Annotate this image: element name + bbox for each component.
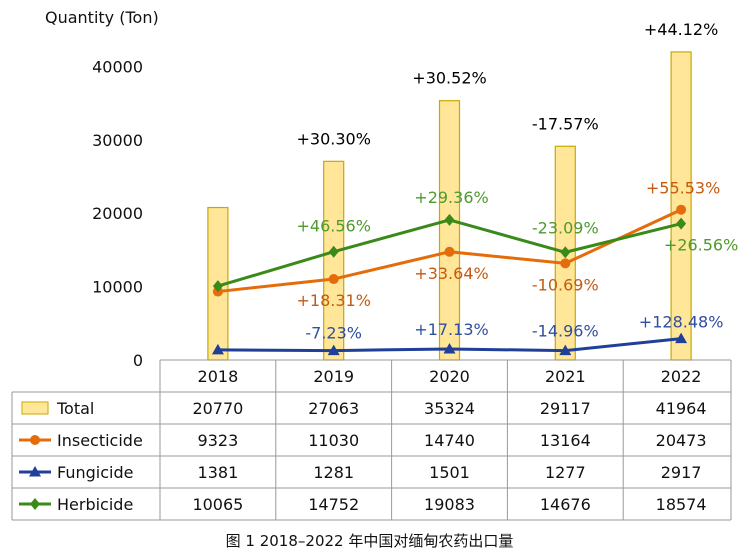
table-cell-total-2019: 27063 [308,399,359,418]
legend-label-total: Total [56,399,94,418]
table-cell-insecticide-2021: 13164 [540,431,591,450]
x-tick-label: 2020 [429,367,470,386]
y-tick-label: 40000 [92,57,143,76]
point-fungicide-2020 [443,342,456,354]
point-insecticide-2022 [676,204,687,215]
table-cell-fungicide-2018: 1381 [198,463,239,482]
growth-label-insecticide-2022: +55.53% [646,179,720,198]
point-herbicide-2021 [560,246,571,259]
table-cell-herbicide-2020: 19083 [424,495,475,514]
growth-label-fungicide-2019: -7.23% [305,324,362,343]
growth-label-total-2022: +44.12% [644,20,718,39]
growth-label-fungicide-2021: -14.96% [532,322,599,341]
table-cell-herbicide-2019: 14752 [308,495,359,514]
growth-label-insecticide-2020: +33.64% [414,264,488,283]
legend-label-fungicide: Fungicide [57,463,133,482]
growth-label-total-2019: +30.30% [296,129,370,148]
point-herbicide-2019 [328,245,339,258]
table-cell-insecticide-2018: 9323 [198,431,239,450]
table-cell-fungicide-2019: 1281 [313,463,354,482]
point-herbicide-2022 [676,217,687,230]
growth-label-fungicide-2020: +17.13% [414,320,488,339]
y-tick-label: 20000 [92,204,143,223]
point-insecticide-2020 [444,246,455,257]
point-herbicide-2020 [444,213,455,226]
growth-label-total-2021: -17.57% [532,114,599,133]
table-cell-fungicide-2022: 2917 [661,463,702,482]
table-cell-insecticide-2022: 20473 [656,431,707,450]
x-tick-label: 2022 [661,367,702,386]
x-tick-label: 2021 [545,367,586,386]
point-fungicide-2022 [675,332,688,344]
legend-marker-insecticide [30,435,40,445]
table-cell-total-2022: 41964 [656,399,707,418]
table-cell-fungicide-2021: 1277 [545,463,586,482]
point-fungicide-2019 [327,344,340,356]
legend-label-insecticide: Insecticide [57,431,143,450]
point-insecticide-2019 [328,274,339,285]
table-cell-herbicide-2021: 14676 [540,495,591,514]
table-cell-herbicide-2022: 18574 [656,495,707,514]
point-fungicide-2021 [559,344,572,356]
y-tick-label: 30000 [92,131,143,150]
y-axis: 0 10000 20000 30000 40000 [92,57,143,370]
growth-label-herbicide-2020: +29.36% [414,188,488,207]
legend-key-total [21,401,49,415]
table-cell-fungicide-2020: 1501 [429,463,470,482]
line-series [211,204,688,356]
table-cell-total-2018: 20770 [192,399,243,418]
x-tick-label: 2019 [313,367,354,386]
table-cell-insecticide-2020: 14740 [424,431,475,450]
growth-label-herbicide-2022: +26.56% [664,236,738,255]
point-fungicide-2018 [211,343,224,355]
growth-labels: +30.30% +30.52% -17.57% +44.12% +46.56% +29.3… [296,20,738,343]
legend-label-herbicide: Herbicide [57,495,133,514]
y-tick-label: 10000 [92,278,143,297]
table-cell-total-2020: 35324 [424,399,475,418]
growth-label-herbicide-2021: -23.09% [532,218,599,237]
growth-label-insecticide-2019: +18.31% [296,291,370,310]
bar-series-total [207,51,692,361]
table-cell-insecticide-2019: 11030 [308,431,359,450]
point-insecticide-2021 [560,258,571,269]
figure-caption: 图 1 2018–2022 年中国对缅甸农药出口量 [225,532,514,550]
y-tick-label: 0 [133,351,143,370]
point-herbicide-2018 [212,280,223,293]
growth-label-insecticide-2021: -10.69% [532,275,599,294]
growth-label-fungicide-2022: +128.48% [639,313,724,332]
y-axis-title: Quantity (Ton) [45,8,159,27]
table-cell-herbicide-2018: 10065 [192,495,243,514]
legend-marker-fungicide [29,466,41,477]
table-cell-total-2021: 29117 [540,399,591,418]
growth-label-total-2020: +30.52% [412,69,486,88]
legend-marker-herbicide [30,498,40,510]
x-tick-label: 2018 [198,367,239,386]
data-table: 2018 2019 2020 2021 2022 Total 20770 27063 35324… [11,359,732,521]
growth-label-herbicide-2019: +46.56% [296,217,370,236]
